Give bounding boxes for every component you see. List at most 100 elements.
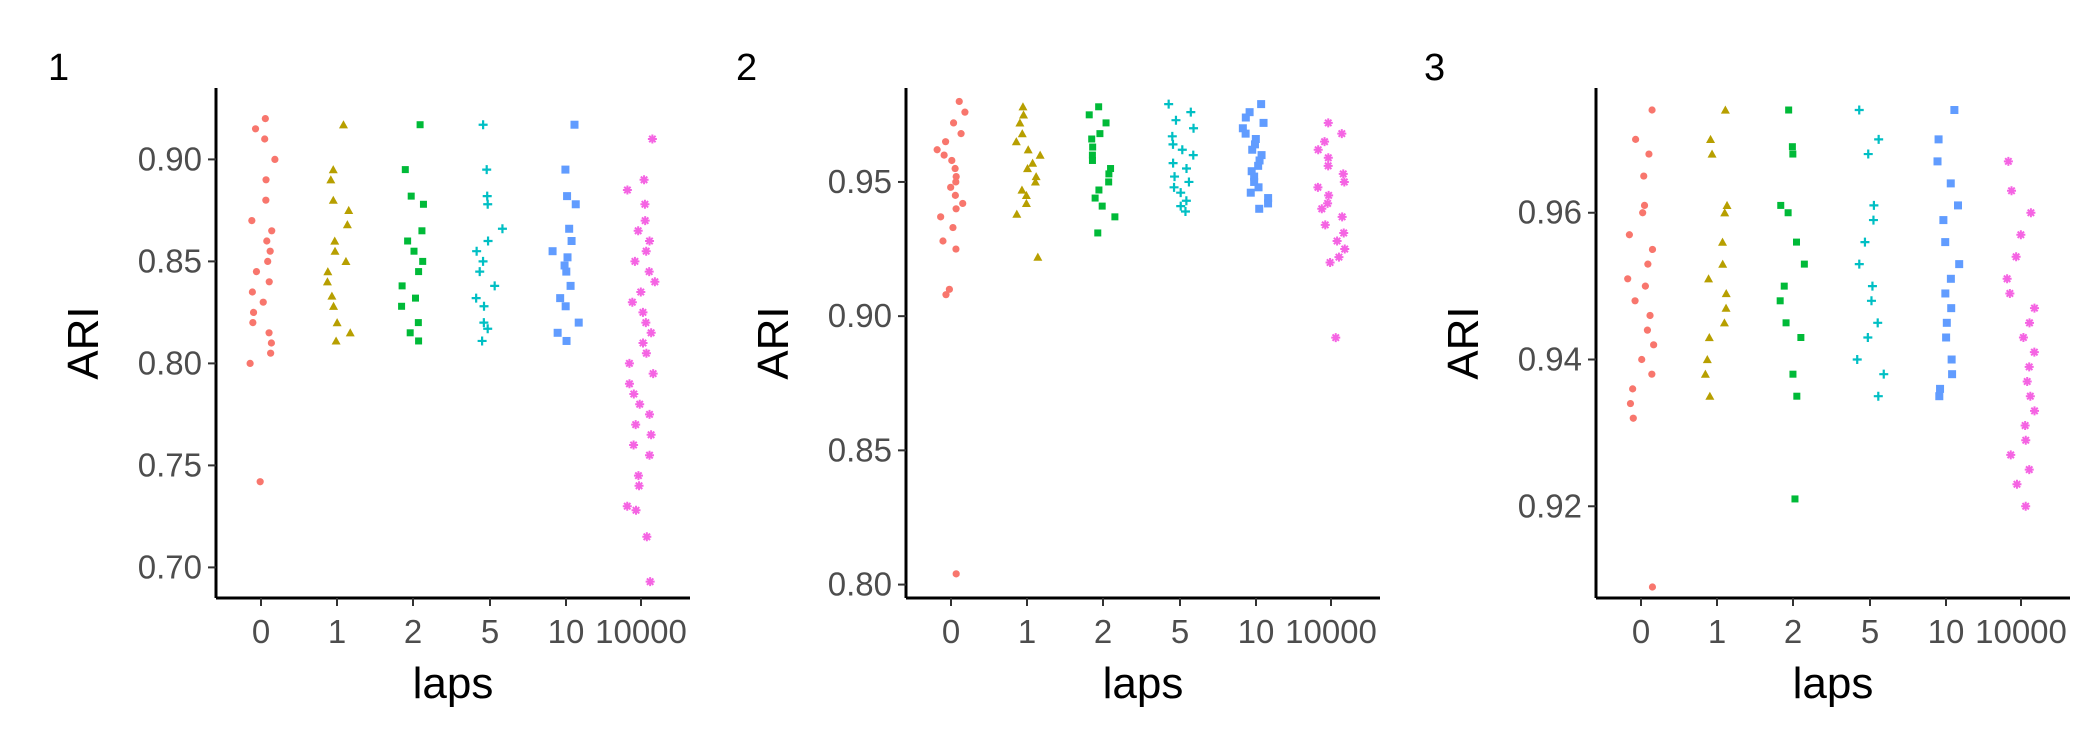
series-laps-2 [1776,106,1808,503]
y-tick-label: 0.92 [1518,487,1582,524]
laps-0-point-6 [940,151,948,159]
laps-0-point-1 [961,108,969,116]
laps-10000-point-10 [2029,347,2039,357]
y-tick-label: 0.90 [828,297,892,334]
laps-2-point-4 [418,227,426,235]
laps-10000-point-17 [2006,450,2016,460]
laps-0-point-7 [268,227,276,235]
panel-3: 3 0.92 0.94 0.96 0 1 2 5 10 10000 laps ARI [1424,47,2070,708]
laps-1-point-11 [327,291,337,300]
laps-2-point-10 [1105,178,1113,186]
laps-0-point-12 [951,191,959,199]
laps-10000-point-31 [631,505,641,515]
x-tick-label: 2 [1094,613,1112,650]
laps-0-point-9 [1624,275,1632,283]
laps-10000-point-12 [2022,377,2032,387]
laps-0-point-1 [1632,135,1640,143]
laps-10-point-14 [1250,177,1259,186]
laps-10000-point-19 [1331,333,1341,343]
laps-5-point-0 [478,120,488,130]
laps-10000-point-6 [2005,288,2015,298]
laps-0-point-8 [263,237,271,245]
laps-2-point-8 [1776,297,1784,305]
laps-10000-point-14 [1339,228,1349,238]
laps-10000-point-5 [1323,161,1333,171]
y-tick-label: 0.85 [138,242,202,279]
laps-10-point-0 [570,120,579,129]
laps-10000-point-5 [2002,274,2012,284]
laps-2-point-2 [1789,150,1797,158]
laps-0-point-0 [1648,106,1656,114]
laps-10000-point-32 [642,532,652,542]
laps-2-point-12 [414,319,422,327]
laps-0-point-13 [959,199,967,208]
laps-1-point-3 [1017,129,1027,138]
series-laps-10000 [2002,156,2040,511]
laps-5-point-2 [1171,115,1181,125]
y-tick-label: 0.70 [138,548,202,585]
laps-5-point-11 [1184,177,1194,187]
x-tick-label: 1 [1018,613,1036,650]
laps-0-point-21 [952,570,960,578]
laps-2-point-0 [416,121,424,129]
laps-10-point-6 [548,247,557,256]
laps-10000-point-17 [1334,252,1344,262]
panel-2: 2 0.80 0.85 0.90 0.95 0 1 2 5 10 10000 laps ARI [736,47,1380,708]
laps-10000-point-0 [647,134,657,144]
laps-1-point-6 [1718,259,1728,268]
laps-10000-point-1 [1337,129,1347,139]
laps-0-point-20 [246,359,254,367]
laps-10-point-17 [1264,194,1273,203]
laps-5-point-3 [1869,200,1879,210]
laps-10-point-10 [1255,156,1264,165]
x-tick-label: 10 [1238,613,1275,650]
laps-10000-point-9 [1324,190,1334,200]
laps-1-point-7 [1704,274,1714,283]
laps-10-point-3 [1946,179,1955,188]
laps-2-point-2 [1102,119,1110,127]
y-tick-label: 0.85 [828,431,892,468]
y-tick-label: 0.80 [138,344,202,381]
laps-2-point-8 [415,268,423,276]
laps-10000-point-3 [2016,230,2026,240]
laps-0-point-0 [955,97,963,106]
series-laps-0 [933,97,969,578]
series-laps-1 [1011,102,1045,261]
laps-0-point-19 [945,285,953,293]
laps-5-point-6 [1854,259,1864,269]
laps-5-point-10 [1863,332,1873,342]
laps-2-point-8 [1107,165,1115,173]
laps-2-point-13 [1098,202,1106,210]
laps-10-point-9 [1257,151,1266,160]
series-laps-1 [322,120,355,345]
laps-10000-point-13 [2025,391,2035,401]
laps-5-point-12 [1169,182,1179,192]
laps-0-point-20 [1648,583,1657,591]
laps-10000-point-9 [2018,332,2028,342]
laps-5-point-13 [1176,188,1186,198]
laps-5-point-7 [1867,281,1877,291]
laps-10-point-5 [1241,129,1250,138]
laps-5-point-15 [1176,201,1186,211]
laps-2-point-1 [1788,143,1796,151]
laps-0-point-13 [1643,326,1652,334]
laps-1-point-6 [330,236,340,245]
laps-0-point-5 [933,146,941,154]
laps-10-point-19 [1255,204,1264,213]
laps-10000-point-0 [2003,156,2013,166]
laps-10000-point-18 [2024,465,2034,475]
laps-10000-point-2 [622,185,632,195]
laps-5-point-6 [1177,145,1187,155]
laps-10-point-12 [1247,167,1256,176]
x-tick-label: 0 [252,613,270,650]
laps-10-point-5 [1939,216,1948,225]
laps-5-point-7 [478,256,488,266]
laps-0-point-15 [937,213,945,221]
laps-2-point-2 [407,192,415,200]
laps-0-point-18 [952,245,960,253]
laps-10-point-7 [1250,140,1259,149]
laps-10000-point-5 [633,226,643,236]
laps-10-point-13 [1947,355,1956,364]
laps-2-point-6 [1800,260,1808,268]
laps-1-point-8 [1721,288,1731,298]
